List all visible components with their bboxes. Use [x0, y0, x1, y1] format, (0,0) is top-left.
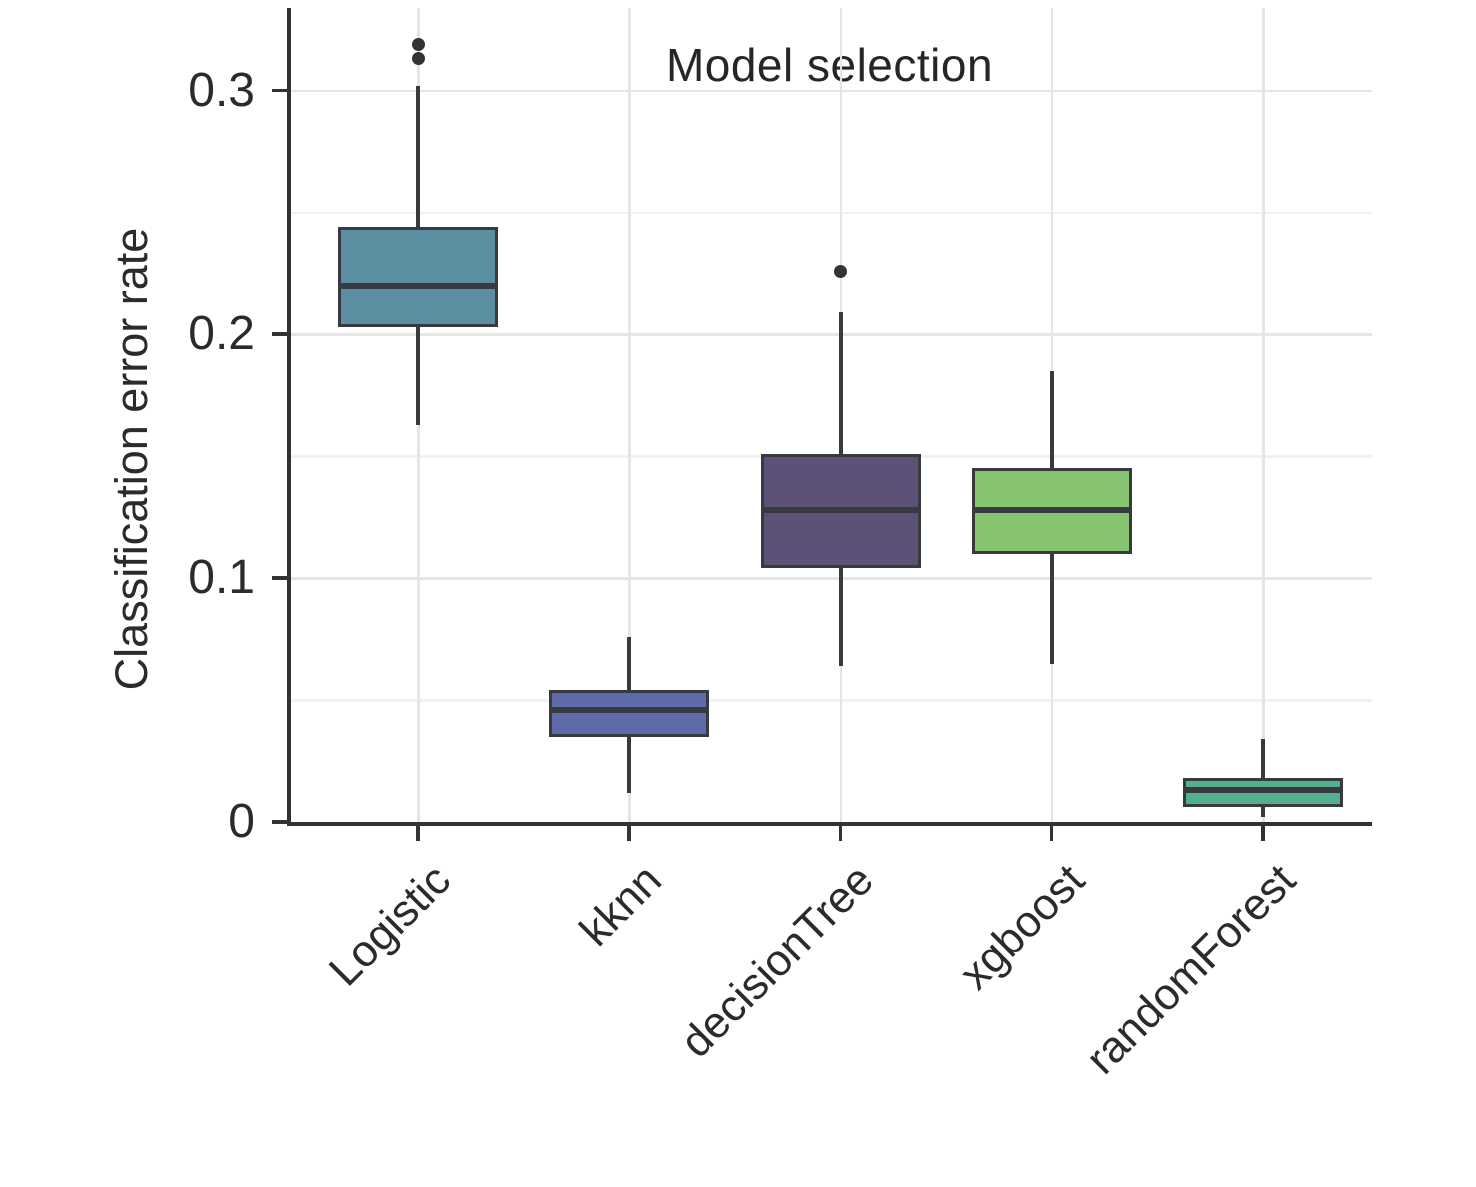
x-axis-line — [287, 822, 1372, 826]
gridline-category — [1262, 8, 1265, 822]
whisker-lower-decisionTree — [838, 568, 843, 666]
gridline-major — [287, 333, 1372, 336]
x-tick-mark — [1261, 826, 1265, 841]
whisker-lower-randomForest — [1261, 807, 1265, 818]
whisker-upper-kknn — [627, 636, 632, 691]
whisker-upper-randomForest — [1261, 739, 1265, 779]
x-tick-mark — [416, 826, 420, 841]
chart-title: Model selection — [665, 39, 994, 91]
median-decisionTree — [760, 506, 921, 513]
y-tick-mark — [272, 820, 287, 824]
whisker-lower-xgboost — [1049, 553, 1054, 664]
y-tick-label: 0.2 — [188, 307, 255, 361]
plot-area: 0 0.1 0.2 0.3 Logistic kknn decisionTree xgboos… — [188, 8, 1372, 1084]
outlier-point — [411, 52, 425, 66]
median-Logistic — [338, 282, 498, 289]
outlier-point — [411, 37, 425, 51]
gridline-major — [287, 89, 1372, 93]
whisker-upper-decisionTree — [838, 312, 843, 454]
y-tick-label: 0.3 — [188, 63, 255, 117]
median-xgboost — [971, 506, 1132, 513]
whisker-upper-xgboost — [1049, 370, 1054, 469]
whisker-lower-Logistic — [416, 327, 420, 425]
boxplot-figure: Model selection Classification error rat… — [106, 8, 1372, 1084]
y-tick-mark — [272, 332, 287, 336]
y-tick-mark — [272, 88, 287, 93]
x-tick-mark — [1049, 826, 1054, 841]
y-tick-label: 0 — [228, 795, 255, 848]
gridline-minor — [287, 699, 1372, 702]
whisker-upper-Logistic — [416, 85, 420, 228]
median-kknn — [549, 706, 710, 713]
whisker-lower-kknn — [627, 736, 632, 793]
median-randomForest — [1183, 787, 1343, 794]
gridline-major — [287, 577, 1372, 580]
y-tick-label: 0.1 — [188, 551, 255, 605]
y-axis-line — [287, 8, 291, 825]
box-kknn — [549, 690, 710, 737]
y-tick-mark — [272, 576, 287, 580]
gridline-category — [628, 8, 631, 822]
x-tick-mark — [838, 826, 842, 841]
box-Logistic — [338, 227, 498, 328]
x-tick-mark — [627, 826, 631, 841]
outlier-point — [834, 264, 847, 278]
gridline-minor — [287, 211, 1372, 214]
